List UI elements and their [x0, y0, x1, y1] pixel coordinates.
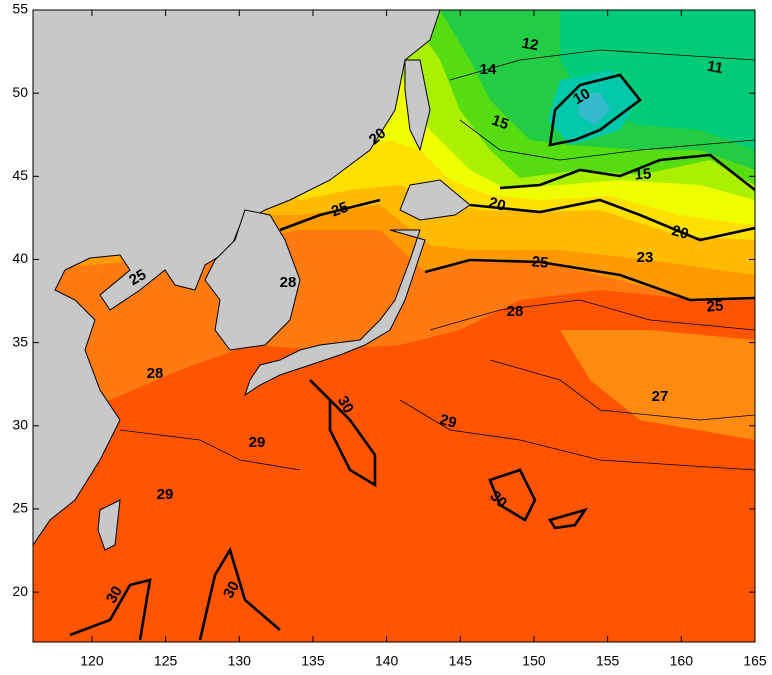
contour-line	[459, 119, 755, 161]
contour-label: 15	[634, 165, 652, 183]
contour-label: 25	[706, 297, 724, 315]
x-tick-label: 155	[596, 653, 620, 669]
x-tick-label: 135	[301, 653, 325, 669]
contour-line	[489, 359, 755, 421]
y-tick-label: 55	[12, 1, 28, 17]
contour-line	[119, 429, 301, 471]
y-tick-label: 35	[12, 333, 28, 349]
y-tick-label: 20	[12, 583, 28, 599]
contour-label: 30	[334, 393, 357, 416]
field	[33, 10, 755, 642]
contour-label: 25	[531, 253, 549, 271]
y-tick-label: 30	[12, 416, 28, 432]
contour-line	[548, 73, 642, 147]
x-tick-label: 145	[449, 653, 473, 669]
frame	[32, 9, 756, 643]
band-27	[560, 330, 755, 440]
x-tick-label: 140	[375, 653, 399, 669]
contour-label: 29	[249, 434, 266, 451]
contour-label: 29	[438, 411, 459, 432]
y-tick-label: 45	[12, 167, 28, 183]
contour-label: 15	[489, 112, 510, 134]
contour-label: 23	[637, 249, 654, 266]
contour-label: 14	[480, 61, 497, 78]
x-tick-label: 125	[154, 653, 178, 669]
x-tick-label: 120	[80, 653, 104, 669]
contour-label: 27	[652, 388, 669, 405]
land	[33, 10, 441, 546]
contour-label: 20	[487, 194, 508, 215]
contour-line	[488, 468, 537, 522]
contour-label: 30	[220, 578, 243, 601]
contour-line	[469, 198, 755, 242]
band-9	[578, 92, 610, 125]
contour-label: 30	[103, 583, 126, 606]
land	[399, 179, 471, 221]
contour-label: 10	[570, 85, 593, 108]
ticks: 120 125 130 135 140 145 150 155 160 165 20 25 30 35 40…	[12, 1, 766, 669]
contour-label: 28	[147, 365, 164, 382]
y-tick-label: 40	[12, 250, 28, 266]
contour-line	[424, 258, 755, 302]
x-tick-label: 150	[522, 653, 546, 669]
x-tick-label: 165	[743, 653, 767, 669]
contour-line	[198, 546, 281, 641]
contour-label: 12	[520, 35, 539, 55]
contour-label: 29	[157, 486, 174, 503]
contour-label: 20	[670, 222, 691, 243]
contour-line	[279, 198, 381, 232]
contour-line	[449, 49, 755, 81]
land	[97, 499, 121, 551]
contour-line	[547, 507, 589, 530]
contour-label: 11	[706, 58, 725, 77]
x-tick-label: 160	[670, 653, 694, 669]
y-tick-label: 25	[12, 500, 28, 516]
contour-label: 28	[280, 274, 297, 291]
land	[204, 209, 301, 351]
y-tick-label: 50	[12, 84, 28, 100]
contour-label: 25	[126, 266, 149, 289]
land	[404, 59, 431, 152]
contour-line	[499, 153, 755, 192]
contour-line	[309, 379, 377, 488]
x-tick-label: 130	[228, 653, 252, 669]
contour-label: 25	[329, 199, 350, 221]
contour-label: 28	[507, 303, 524, 320]
contour-line	[429, 299, 755, 331]
land	[244, 229, 426, 397]
contour-line	[399, 399, 755, 471]
contour-line	[69, 578, 152, 641]
